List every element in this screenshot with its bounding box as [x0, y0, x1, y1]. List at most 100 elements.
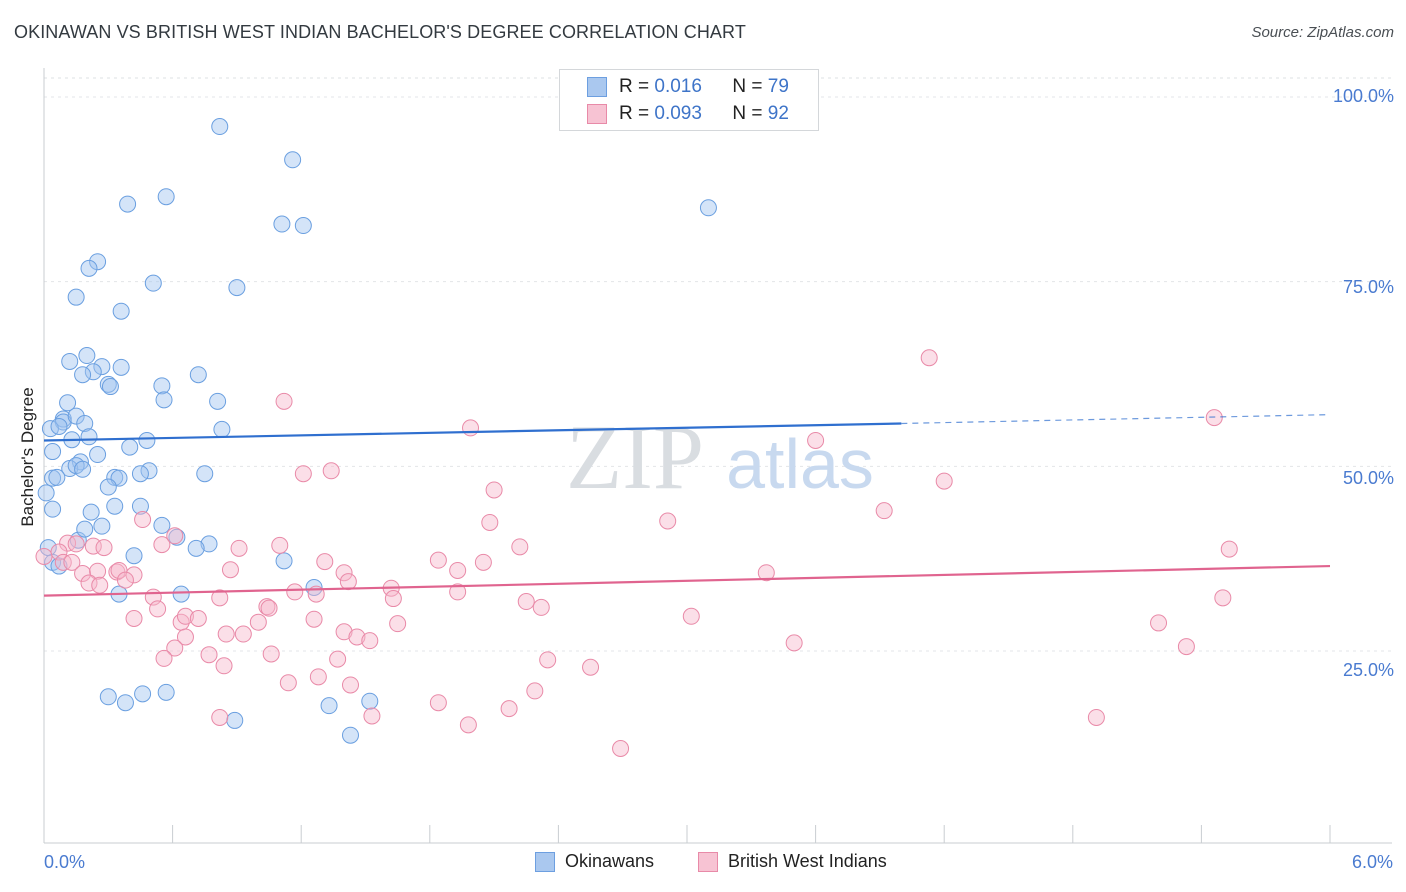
- data-point: [196, 465, 214, 483]
- data-point: [74, 460, 92, 478]
- data-point: [44, 500, 62, 518]
- data-point: [1214, 589, 1232, 607]
- data-point: [449, 583, 467, 601]
- data-point: [875, 502, 893, 520]
- data-point: [44, 443, 62, 461]
- data-point: [339, 573, 357, 591]
- data-point: [119, 195, 137, 213]
- data-point: [1150, 614, 1168, 632]
- data-point: [134, 511, 152, 529]
- data-point: [67, 288, 85, 306]
- legend-row-british-west-indians: R = 0.093 N = 92: [587, 102, 789, 126]
- data-point: [99, 688, 117, 706]
- data-point: [322, 462, 340, 480]
- data-point: [84, 363, 102, 381]
- data-point: [539, 651, 557, 669]
- data-point: [462, 419, 480, 437]
- data-point: [76, 520, 94, 538]
- data-point: [121, 438, 139, 456]
- data-point: [309, 668, 327, 686]
- data-point: [262, 645, 280, 663]
- data-point: [211, 708, 229, 726]
- trend-lines: [43, 414, 1331, 597]
- data-point: [144, 274, 162, 292]
- data-point: [84, 537, 102, 555]
- data-point: [95, 539, 113, 557]
- legend-row-okinawans: R = 0.016 N = 79: [587, 75, 789, 99]
- data-point: [526, 682, 544, 700]
- data-point: [35, 547, 53, 565]
- y-tick-label-75: 75.0%: [1342, 277, 1394, 297]
- data-point: [125, 547, 143, 565]
- legend-n-label: N =: [732, 103, 763, 124]
- data-point: [209, 392, 227, 410]
- trend-extension-okinawans: [901, 414, 1331, 425]
- data-point: [329, 650, 347, 668]
- data-point: [230, 539, 248, 557]
- bottom-legend-swatch-okinawans: [535, 851, 555, 872]
- data-point: [67, 407, 85, 425]
- data-point: [80, 428, 98, 446]
- data-point: [682, 607, 700, 625]
- legend-r-label: R =: [619, 76, 650, 97]
- data-point: [153, 377, 171, 395]
- data-point: [389, 615, 407, 633]
- data-point: [275, 552, 293, 570]
- x-tick-label-left: 0.0%: [44, 852, 86, 872]
- data-point: [807, 431, 825, 449]
- data-point: [61, 352, 79, 370]
- data-point: [37, 484, 55, 502]
- data-point: [474, 553, 492, 571]
- data-point: [200, 646, 218, 664]
- data-point: [125, 609, 143, 627]
- data-point: [320, 697, 338, 715]
- data-point: [82, 503, 100, 521]
- data-point: [305, 578, 323, 596]
- data-point: [89, 253, 107, 271]
- data-point: [659, 512, 677, 530]
- data-point: [363, 707, 381, 725]
- data-point: [429, 694, 447, 712]
- data-point: [101, 378, 119, 396]
- data-point: [157, 683, 175, 701]
- data-point: [294, 217, 312, 235]
- bottom-legend-british-west-indians: British West Indians: [698, 851, 887, 872]
- data-point: [459, 716, 477, 734]
- data-point: [449, 561, 467, 579]
- data-point: [217, 625, 235, 643]
- correlation-legend: R = 0.016 N = 79 R = 0.093 N = 92: [559, 69, 819, 131]
- data-point: [757, 564, 775, 582]
- data-point: [348, 628, 366, 646]
- data-point: [125, 566, 143, 584]
- data-point: [59, 394, 77, 412]
- data-point: [500, 700, 518, 718]
- data-point: [582, 658, 600, 676]
- data-point: [59, 534, 77, 552]
- data-point: [153, 536, 171, 554]
- data-point: [176, 628, 194, 646]
- data-point: [74, 366, 92, 384]
- bottom-legend-okinawans: Okinawans: [535, 851, 654, 872]
- grid-lines: [44, 77, 1392, 652]
- legend-r-value: 0.016: [654, 76, 702, 97]
- data-point: [286, 583, 304, 601]
- data-point: [221, 561, 239, 579]
- data-point: [305, 610, 323, 628]
- data-point: [920, 349, 938, 367]
- data-point: [54, 553, 72, 571]
- data-point: [699, 199, 717, 217]
- data-point: [76, 414, 94, 432]
- data-point: [112, 358, 130, 376]
- trend-line-british-west-indians: [43, 564, 1331, 597]
- data-point: [335, 564, 353, 582]
- data-point: [341, 676, 359, 694]
- y-tick-label-25: 25.0%: [1342, 660, 1394, 680]
- data-point: [155, 649, 173, 667]
- data-point: [1087, 708, 1105, 726]
- bottom-legend-label-british-west-indians: British West Indians: [728, 851, 887, 871]
- data-point: [341, 726, 359, 744]
- data-point: [200, 535, 218, 553]
- x-tick-label-right: 6.0%: [1351, 852, 1393, 872]
- points-okinawans: [37, 118, 717, 744]
- data-point: [89, 446, 107, 464]
